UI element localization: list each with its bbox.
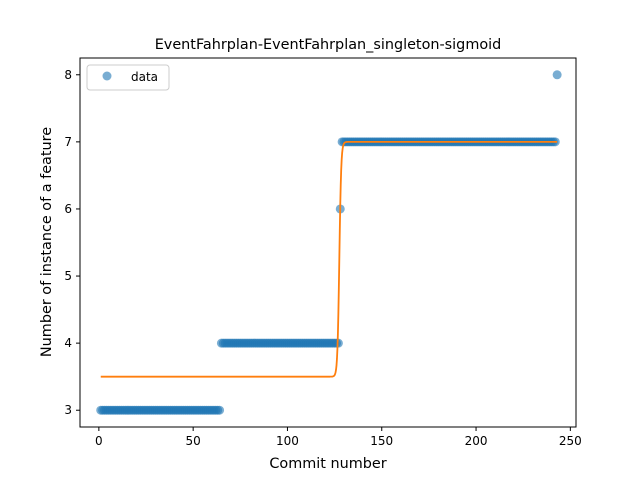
x-tick-label: 0 (95, 434, 103, 448)
x-axis-label: Commit number (269, 456, 386, 472)
x-tick-label: 100 (276, 434, 299, 448)
data-point (215, 405, 225, 415)
axis-ticks: 0 50 100 150 200 250 3 4 5 6 7 8 (64, 68, 581, 448)
x-tick-label: 50 (186, 434, 201, 448)
fit-line (100, 140, 558, 378)
y-tick-label: 3 (64, 403, 72, 417)
legend-box (86, 64, 170, 91)
y-tick-label: 4 (64, 336, 72, 350)
legend: data (86, 64, 170, 91)
y-tick-label: 8 (64, 68, 72, 82)
y-axis-label: Number of instance of a feature (39, 127, 55, 357)
chart-title: EventFahrplan-EventFahrplan_singleton-si… (155, 37, 502, 53)
plot-area (96, 70, 562, 415)
y-tick-label: 6 (64, 202, 72, 216)
x-tick-label: 200 (465, 434, 488, 448)
x-tick-label: 250 (559, 434, 582, 448)
legend-marker-data (102, 71, 112, 81)
y-tick-label: 7 (64, 135, 72, 149)
data-point (552, 70, 562, 80)
legend-label-data: data (131, 70, 158, 84)
x-tick-label: 150 (370, 434, 393, 448)
y-tick-label: 5 (64, 269, 72, 283)
axes-frame (79, 57, 577, 428)
